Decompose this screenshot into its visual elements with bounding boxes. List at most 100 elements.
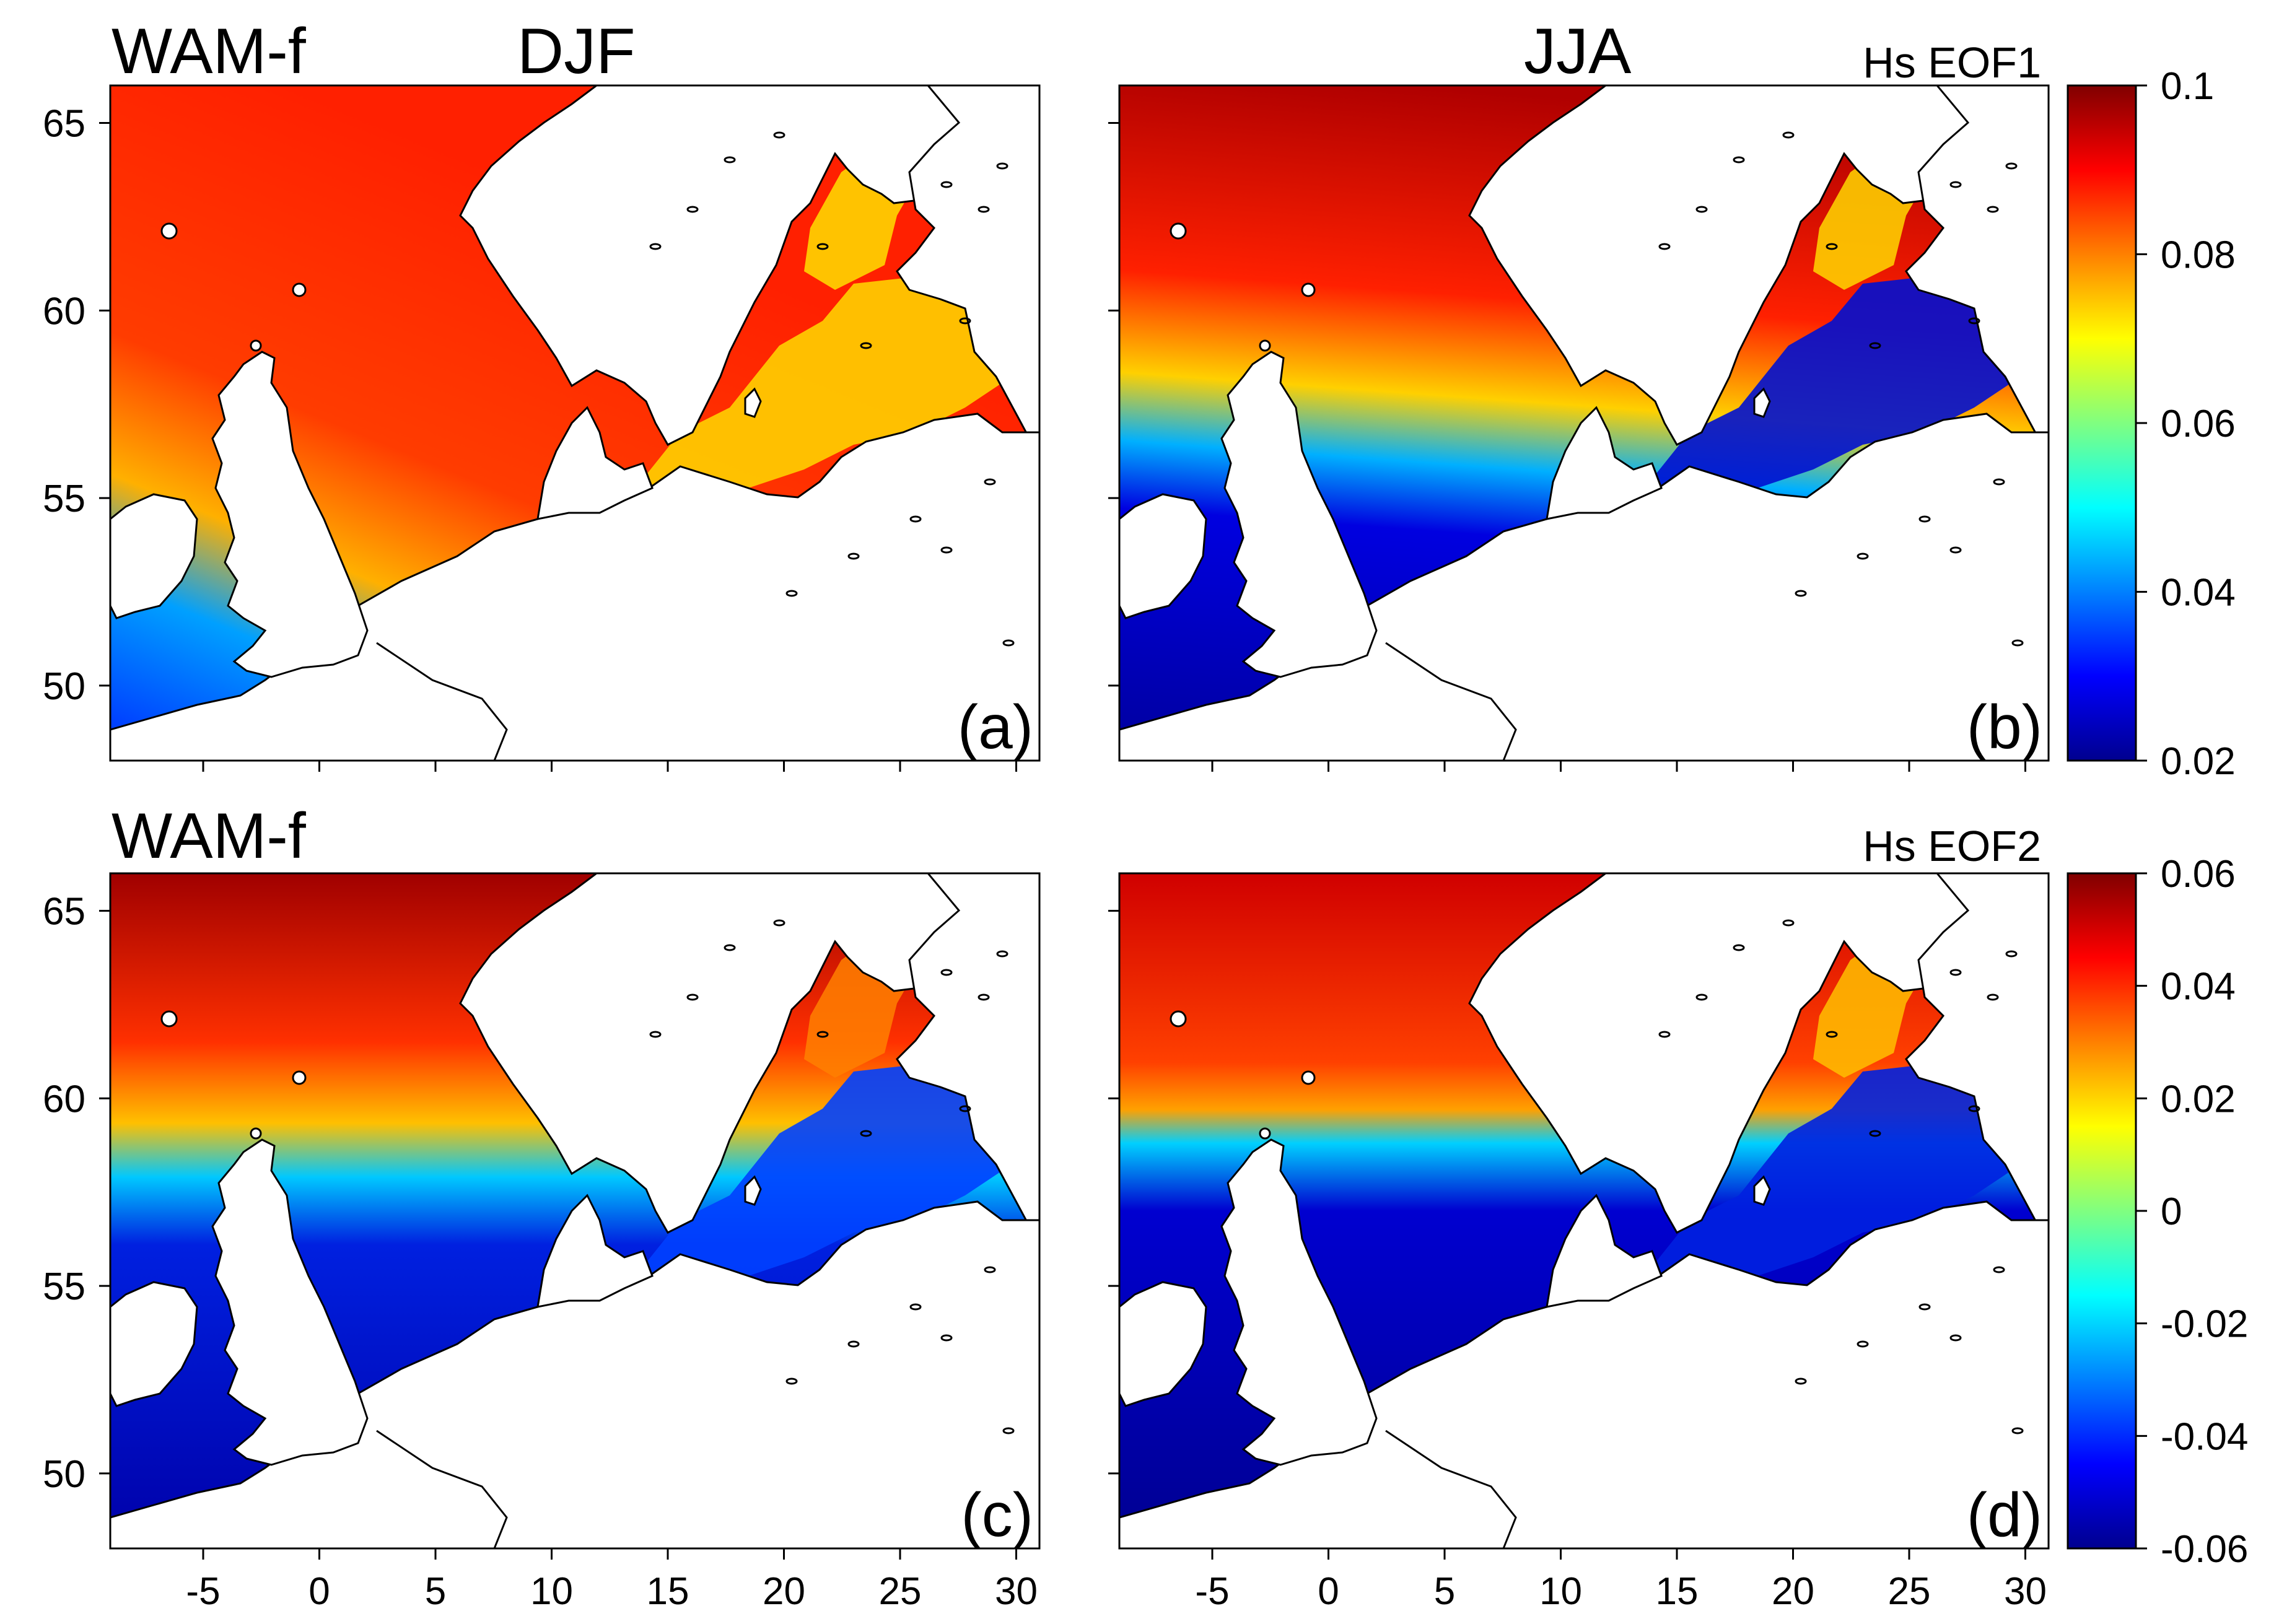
panel-label-d: (d) [1967, 1480, 2042, 1550]
lake-outline [860, 342, 872, 349]
map-frame [1118, 872, 2050, 1550]
colorbar-tick-label: -0.04 [2161, 1415, 2248, 1458]
lake-outline [1002, 1427, 1015, 1434]
lake-outline [816, 1031, 829, 1038]
lake-outline [1918, 1303, 1931, 1311]
map-panel-c: (c) 65 60 55 50 -5 0 5 10 15 20 25 30 [43, 872, 1041, 1613]
lake-outline [1733, 156, 1745, 164]
lake-outline [1987, 206, 1999, 213]
baltic-sea-basin [631, 1059, 1015, 1282]
lake-outline [1993, 1266, 2005, 1273]
lon-tick-label: 15 [1656, 1570, 1699, 1613]
lake-outline [940, 546, 953, 554]
lake-outline [816, 243, 829, 250]
map-frame [109, 872, 1041, 1550]
map-frame [1118, 84, 2050, 762]
lake-outline [847, 552, 860, 560]
lon-tick-label: 25 [879, 1570, 922, 1613]
lake-outline [940, 969, 953, 976]
lake-outline [1795, 590, 1807, 597]
lake-outline [1869, 1130, 1881, 1137]
map-panel-b: (b) [1108, 84, 2050, 772]
season-label-jja: JJA [1524, 15, 1632, 87]
lake-outline [959, 317, 971, 325]
lon-tick-label: 25 [1888, 1570, 1931, 1613]
country-border [1385, 642, 1517, 761]
map-frame [109, 84, 1041, 762]
lake-outline [996, 950, 1008, 958]
lon-tick-label: 30 [2004, 1570, 2047, 1613]
colorbar-gradient [2067, 84, 2137, 762]
lake-outline [1857, 552, 1869, 560]
lake-outline [940, 1334, 953, 1342]
model-label-top: WAM-f [112, 15, 307, 87]
lat-tick-label: 65 [43, 891, 85, 933]
colorbar-eof2: 0.06 0.04 0.02 0 -0.02 -0.04 -0.06 [2067, 853, 2248, 1571]
lake-outline [785, 1377, 798, 1385]
panel-label-b: (b) [1967, 692, 2042, 762]
lake-outline [959, 1105, 971, 1112]
baltic-sea-basin [631, 271, 1015, 494]
colorbar-tick-label: 0.1 [2161, 65, 2214, 108]
lon-tick-label: 0 [1318, 1570, 1339, 1613]
country-border [376, 642, 508, 761]
colorbar-tick-label: 0.08 [2161, 234, 2236, 277]
lake-outline [2005, 162, 2018, 170]
lake-outline [996, 162, 1008, 170]
lon-tick-label: 20 [1772, 1570, 1814, 1613]
lake-outline [909, 515, 922, 523]
colorbar-tick-label: 0.06 [2161, 403, 2236, 445]
lake-outline [1826, 1031, 1838, 1038]
lake-outline [1918, 515, 1931, 523]
lake-outline [1993, 478, 2005, 486]
lake-outline [1733, 944, 1745, 951]
colorbar-gradient [2067, 872, 2137, 1550]
eof2-label: Hs EOF2 [1863, 822, 2041, 870]
lake-outline [686, 206, 699, 213]
lake-outline [724, 156, 736, 164]
lon-tick-label: -5 [186, 1570, 220, 1613]
lake-outline [649, 243, 662, 250]
panel-label-a: (a) [958, 692, 1033, 762]
lake-outline [847, 1340, 860, 1348]
lake-outline [1968, 317, 1980, 325]
lon-tick-label: 5 [1434, 1570, 1455, 1613]
lon-tick-label: 10 [1539, 1570, 1582, 1613]
lake-outline [773, 919, 785, 927]
colorbar-tick-label: 0.04 [2161, 966, 2236, 1008]
lake-outline [1795, 1377, 1807, 1385]
lon-tick-label: -5 [1195, 1570, 1229, 1613]
lake-outline [940, 181, 953, 188]
lat-tick-label: 65 [43, 103, 85, 146]
lake-outline [909, 1303, 922, 1311]
colorbar-tick-label: -0.02 [2161, 1303, 2248, 1346]
lake-outline [686, 993, 699, 1001]
lat-tick-label: 50 [43, 1453, 85, 1496]
lake-outline [1949, 181, 1962, 188]
colorbar-eof1: 0.1 0.08 0.06 0.04 0.02 [2067, 65, 2236, 783]
lat-tick-label: 55 [43, 478, 85, 520]
lat-tick-label: 60 [43, 1078, 85, 1120]
lake-outline [649, 1031, 662, 1038]
map-panel-a: (a) 65 60 55 50 [43, 84, 1041, 772]
lake-outline [785, 590, 798, 597]
country-border [1385, 1430, 1517, 1548]
lake-outline [724, 944, 736, 951]
lake-outline [1002, 639, 1015, 647]
lake-outline [1658, 243, 1671, 250]
lake-outline [984, 1266, 996, 1273]
panel-label-c: (c) [961, 1480, 1033, 1550]
country-border [376, 1430, 508, 1548]
lake-outline [773, 131, 785, 139]
baltic-sea-basin [1640, 271, 2024, 494]
lake-outline [2005, 950, 2018, 958]
lake-outline [1658, 1031, 1671, 1038]
colorbar-tick-label: 0 [2161, 1190, 2182, 1233]
lat-tick-label: 60 [43, 290, 85, 333]
lon-tick-label: 30 [995, 1570, 1038, 1613]
lake-outline [1826, 243, 1838, 250]
lake-outline [1968, 1105, 1980, 1112]
colorbar-tick-label: 0.06 [2161, 853, 2236, 896]
lake-outline [978, 993, 990, 1001]
